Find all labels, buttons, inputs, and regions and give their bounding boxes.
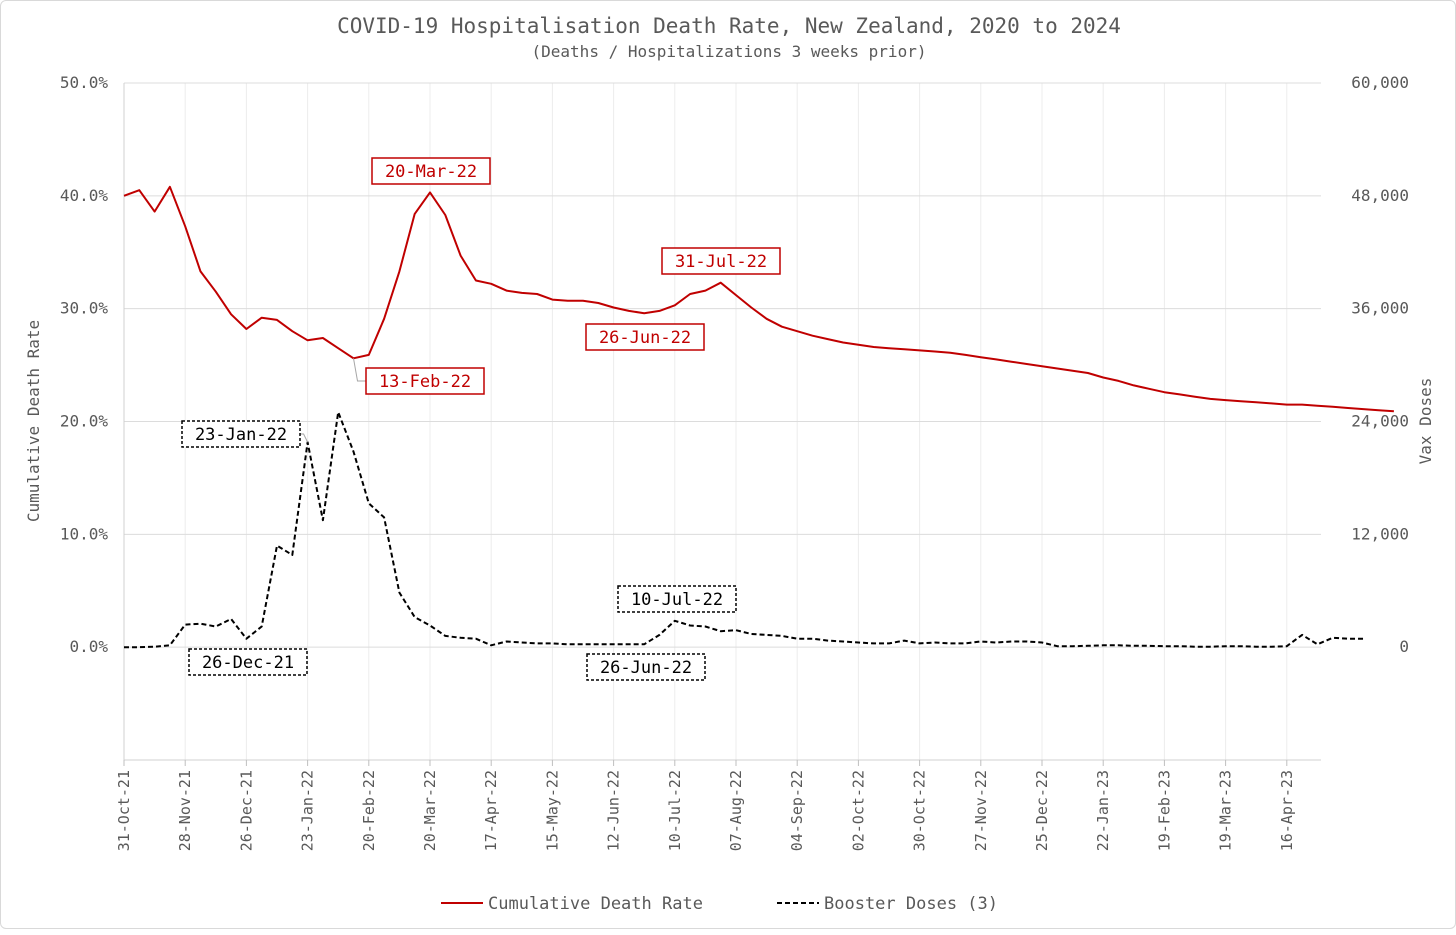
x-tick-label: 20-Mar-22 [421,770,439,851]
x-tick-label: 04-Sep-22 [788,770,806,851]
right-tick-label: 12,000 [1351,524,1409,543]
annotation-3: 13-Feb-22 [353,358,485,395]
left-tick-label: 30.0% [60,299,109,318]
x-axis-ticks: 31-Oct-21 28-Nov-21 26-Dec-21 23-Jan-22 20-F… [115,760,1296,851]
left-tick-label: 50.0% [60,73,109,92]
x-tick-label: 19-Mar-23 [1217,770,1235,851]
annotation-box [181,420,301,448]
x-tick-label: 26-Dec-21 [237,770,255,851]
chart-title: COVID-19 Hospitalisation Death Rate, New… [337,14,1121,38]
legend: Cumulative Death Rate Booster Doses (3) [441,894,998,914]
x-tick-label: 19-Feb-23 [1155,770,1173,851]
left-axis-ticks: 0.0% 10.0% 20.0% 30.0% 40.0% 50.0% [60,73,109,656]
annotation-6: 10-Jul-22 [617,585,737,613]
left-tick-label: 10.0% [60,524,109,543]
grid-lines [123,82,1321,761]
annotations: 20-Mar-22 31-Jul-22 26-Jun-22 13-Feb-22 23-J… [181,157,781,681]
annotation-1: 31-Jul-22 [661,247,781,275]
annotation-label: 20-Mar-22 [385,162,477,182]
x-tick-label: 27-Nov-22 [972,770,990,851]
annotation-4: 23-Jan-22 [181,420,309,448]
x-tick-label: 20-Feb-22 [360,770,378,851]
annotation-label: 26-Jun-22 [600,658,692,678]
series-line-booster-doses [124,411,1364,649]
left-tick-label: 20.0% [60,412,109,431]
legend-label-death-rate: Cumulative Death Rate [488,894,703,914]
annotation-label: 26-Jun-22 [599,328,691,348]
series-lines [123,185,1394,649]
annotation-box [188,648,308,676]
annotation-box [661,247,781,275]
x-tick-label: 12-Jun-22 [605,770,623,851]
left-axis-label: Cumulative Death Rate [24,320,43,522]
x-tick-label: 31-Oct-21 [115,770,133,851]
x-tick-label: 17-Apr-22 [482,770,500,851]
annotation-label: 26-Dec-21 [202,653,294,673]
left-tick-label: 0.0% [69,637,108,656]
series-line-death-rate [123,185,1394,413]
annotation-label: 10-Jul-22 [631,590,723,610]
annotation-box [585,323,705,351]
right-axis-ticks: 0 12,000 24,000 36,000 48,000 60,000 [1351,73,1409,656]
right-tick-label: 24,000 [1351,412,1409,431]
annotation-2: 26-Jun-22 [585,323,705,351]
x-tick-label: 28-Nov-21 [176,770,194,851]
x-tick-label: 25-Dec-22 [1033,770,1051,851]
chart-subtitle: (Deaths / Hospitalizations 3 weeks prior… [532,42,927,61]
annotation-box [371,157,491,185]
x-tick-label: 23-Jan-22 [299,770,317,851]
right-tick-label: 60,000 [1351,73,1409,92]
annotation-label: 13-Feb-22 [379,372,471,392]
x-tick-label: 02-Oct-22 [849,770,867,851]
x-tick-label: 30-Oct-22 [911,770,929,851]
annotation-7: 26-Jun-22 [586,653,706,681]
right-tick-label: 36,000 [1351,299,1409,318]
annotation-5: 26-Dec-21 [188,648,308,676]
right-tick-label: 48,000 [1351,186,1409,205]
annotation-0: 20-Mar-22 [371,157,491,185]
left-tick-label: 40.0% [60,186,109,205]
annotation-box [365,367,485,395]
annotation-box [586,653,706,681]
legend-label-booster: Booster Doses (3) [824,894,998,914]
annotation-leader [300,433,309,443]
annotation-label: 31-Jul-22 [675,252,767,272]
annotation-label: 23-Jan-22 [195,425,287,445]
annotation-leader [353,358,366,382]
x-tick-label: 15-May-22 [543,770,561,851]
x-tick-label: 16-Apr-23 [1278,770,1296,851]
x-tick-label: 10-Jul-22 [666,770,684,851]
x-tick-label: 22-Jan-23 [1094,770,1112,851]
right-axis-label: Vax Doses [1416,378,1435,465]
x-tick-label: 07-Aug-22 [727,770,745,851]
annotation-box [617,585,737,613]
right-tick-label: 0 [1399,637,1409,656]
